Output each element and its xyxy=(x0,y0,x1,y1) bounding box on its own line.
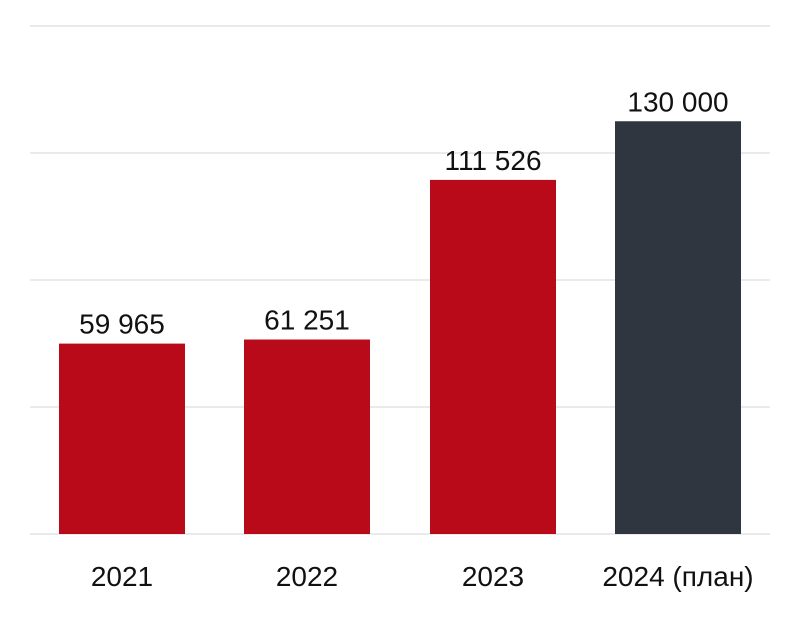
bar-0 xyxy=(59,343,185,534)
bar-1 xyxy=(244,339,370,534)
x-tick-label-0: 2021 xyxy=(91,561,153,592)
bar-2 xyxy=(430,179,556,534)
bars xyxy=(59,121,741,534)
value-label-3: 130 000 xyxy=(627,86,728,117)
value-label-2: 111 526 xyxy=(444,145,541,176)
x-tick-label-1: 2022 xyxy=(276,561,338,592)
x-tick-label-2: 2023 xyxy=(462,561,524,592)
value-labels: 59 965 61 251 111 526 130 000 xyxy=(79,86,728,339)
x-tick-label-3: 2024 (план) xyxy=(602,561,753,592)
value-label-1: 61 251 xyxy=(264,305,350,336)
value-label-0: 59 965 xyxy=(79,309,165,340)
bar-3 xyxy=(615,121,741,534)
x-tick-labels: 2021 2022 2023 2024 (план) xyxy=(91,561,754,592)
